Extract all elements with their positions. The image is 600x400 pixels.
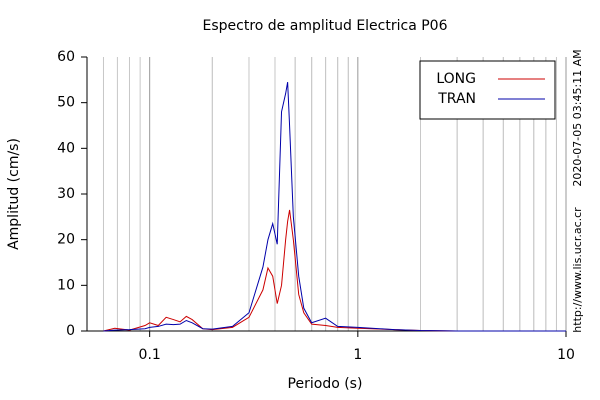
chart-title: Espectro de amplitud Electrica P06	[203, 18, 448, 34]
y-axis-label: Amplitud (cm/s)	[6, 138, 22, 250]
series-line	[103, 209, 566, 332]
timestamp: 2020-07-05 03:45:11 AM	[571, 49, 584, 186]
legend-label: TRAN	[437, 91, 476, 107]
x-axis-label: Periodo (s)	[288, 376, 363, 392]
x-tick-label: 1	[353, 347, 362, 363]
y-tick-label: 0	[66, 323, 75, 339]
legend-label: LONG	[436, 71, 476, 87]
x-tick-label: 10	[557, 347, 575, 363]
y-tick-label: 50	[57, 95, 75, 111]
y-tick-label: 40	[57, 140, 75, 156]
y-tick-label: 60	[57, 49, 75, 65]
legend-box	[419, 60, 556, 120]
y-tick-label: 10	[57, 277, 75, 293]
series-line	[103, 82, 566, 332]
legend: LONG TRAN	[419, 60, 556, 120]
x-tick-label: 0.1	[139, 347, 161, 363]
y-tick-label: 30	[57, 186, 75, 202]
source-url: http://www.lis.ucr.ac.cr	[571, 207, 584, 333]
y-tick-label: 20	[57, 232, 75, 248]
